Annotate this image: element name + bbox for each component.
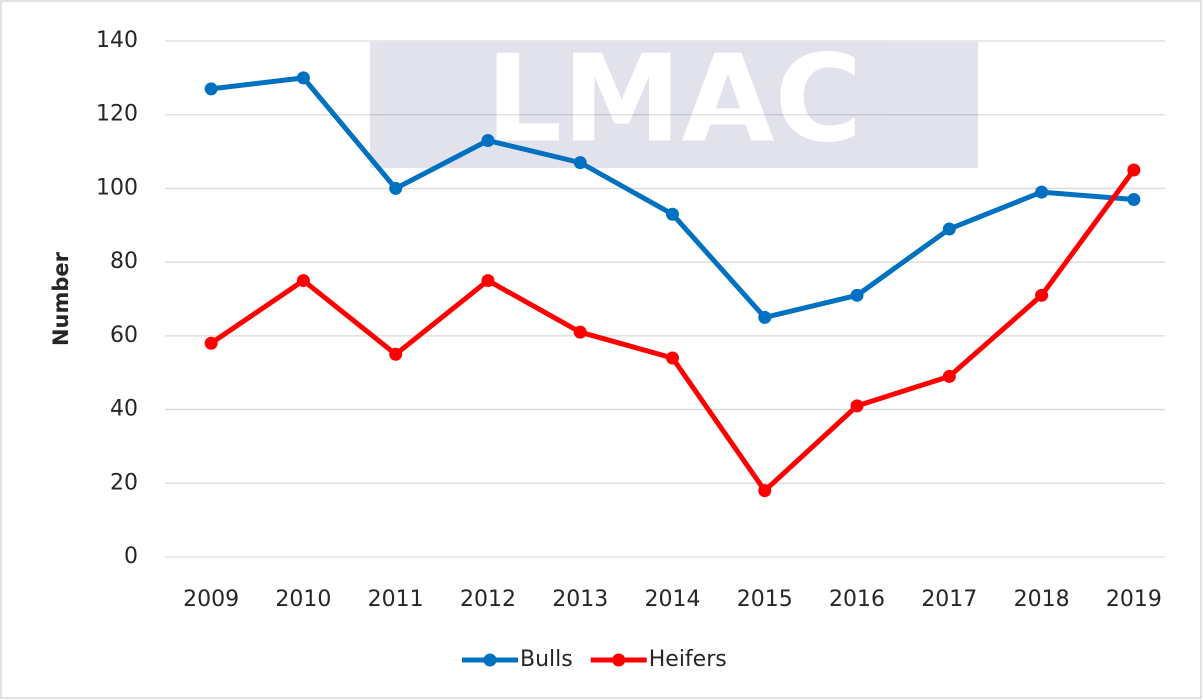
data-point [296, 274, 310, 288]
watermark: LMAC [370, 31, 978, 170]
data-point [296, 71, 310, 85]
y-tick-label: 100 [96, 175, 138, 200]
x-tick-label: 2019 [1106, 587, 1162, 612]
y-tick-label: 120 [96, 102, 138, 127]
data-point [666, 207, 679, 221]
data-point [389, 347, 403, 361]
data-point [758, 484, 772, 498]
data-point [850, 399, 864, 413]
x-tick-label: 2013 [552, 587, 608, 612]
y-tick-label: 140 [96, 28, 138, 53]
x-tick-label: 2017 [921, 587, 977, 612]
data-point [1127, 163, 1141, 177]
y-tick-label: 20 [110, 470, 138, 495]
x-tick-label: 2016 [829, 587, 885, 612]
legend-marker [483, 653, 497, 667]
data-point [481, 274, 495, 288]
y-tick-label: 40 [110, 397, 138, 422]
y-tick-label: 0 [124, 544, 138, 569]
data-point [758, 310, 772, 324]
legend-label: Bulls [520, 647, 573, 672]
x-tick-label: 2009 [183, 587, 239, 612]
data-point [942, 222, 956, 236]
data-point [942, 369, 956, 383]
x-tick-label: 2011 [368, 587, 424, 612]
data-point [204, 336, 218, 350]
watermark-text: LMAC [486, 31, 863, 170]
data-point [850, 288, 864, 302]
data-point [666, 351, 679, 365]
data-point [1035, 185, 1049, 199]
legend-label: Heifers [649, 647, 727, 672]
data-point [204, 82, 218, 96]
y-tick-label: 80 [110, 249, 138, 274]
data-point [389, 181, 403, 195]
data-point [573, 325, 587, 339]
data-point [573, 156, 587, 170]
y-axis-label: Number [49, 251, 73, 346]
x-tick-label: 2018 [1014, 587, 1070, 612]
legend-marker [612, 653, 626, 667]
data-point [1127, 192, 1141, 206]
y-tick-label: 60 [110, 323, 138, 348]
x-tick-label: 2014 [645, 587, 701, 612]
x-tick-label: 2015 [737, 587, 793, 612]
data-point [1035, 288, 1049, 302]
x-tick-label: 2012 [460, 587, 516, 612]
x-tick-label: 2010 [275, 587, 331, 612]
data-point [481, 134, 495, 148]
